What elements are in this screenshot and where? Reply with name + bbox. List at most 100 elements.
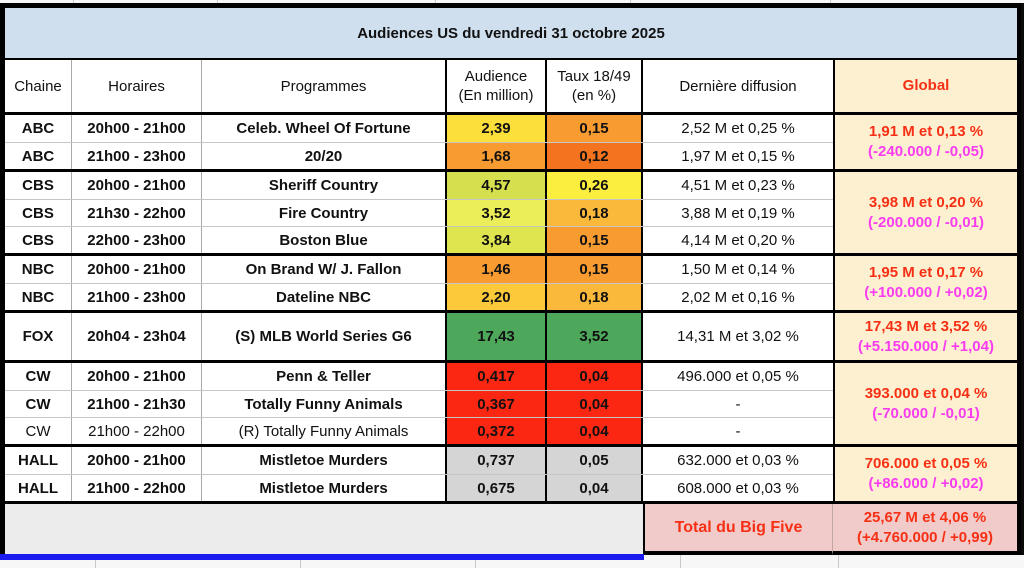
cell-programme: Fire Country: [202, 200, 447, 226]
gridline-tick: [217, 0, 218, 3]
global-line2: (+5.150.000 / +1,04): [858, 337, 994, 355]
channel-group-rows: NBC 20h00 - 21h00 On Brand W/ J. Fallon 1,4…: [5, 256, 833, 310]
cell-horaires: 22h00 - 23h00: [72, 227, 202, 253]
col-header-taux-line1: Taux 18/49: [557, 68, 631, 85]
table-row: CBS 21h30 - 22h00 Fire Country 3,52 0,18 3,88…: [5, 199, 833, 226]
title-bar: Audiences US du vendredi 31 octobre 2025: [5, 8, 1017, 60]
col-header-taux-line2: (en %): [571, 87, 617, 104]
cell-chaine: NBC: [5, 256, 72, 283]
table-title: Audiences US du vendredi 31 octobre 2025: [357, 24, 665, 42]
global-line2: (-70.000 / -0,01): [872, 404, 980, 422]
cell-horaires: 21h00 - 23h00: [72, 284, 202, 310]
global-cell: 393.000 et 0,04 % (-70.000 / -0,01): [833, 363, 1017, 444]
cell-programme: Celeb. Wheel Of Fortune: [202, 115, 447, 142]
cell-taux: 0,04: [547, 475, 643, 501]
col-header-audience: Audience (En million): [447, 60, 547, 112]
total-empty-cell: [5, 504, 643, 555]
table-row: CBS 22h00 - 23h00 Boston Blue 3,84 0,15 4,14 …: [5, 226, 833, 253]
global-line1: 706.000 et 0,05 %: [864, 455, 988, 472]
cell-chaine: NBC: [5, 284, 72, 310]
cell-diffusion: 1,97 M et 0,15 %: [681, 147, 795, 165]
cell-chaine: ABC: [5, 143, 72, 169]
global-line1: 1,91 M et 0,13 %: [868, 123, 984, 140]
cell-taux: 0,05: [547, 447, 643, 474]
gridline-tick: [300, 555, 301, 568]
table-row: NBC 20h00 - 21h00 On Brand W/ J. Fallon 1,4…: [5, 256, 833, 283]
cell-diffusion: 1,50 M et 0,14 %: [681, 261, 795, 278]
col-header-audience-line1: Audience: [464, 68, 528, 85]
global-line2: (+86.000 / +0,02): [868, 475, 984, 492]
total-value-cell: 25,67 M et 4,06 % (+4.760.000 / +0,99): [833, 504, 1017, 555]
table-row: HALL 20h00 - 21h00 Mistletoe Murders 0,737 0…: [5, 447, 833, 474]
cell-programme: Dateline NBC: [202, 284, 447, 310]
global-line1: 17,43 M et 3,52 %: [864, 317, 988, 335]
cell-horaires: 21h00 - 21h30: [72, 391, 202, 417]
cell-horaires: 21h00 - 22h00: [72, 418, 202, 444]
channel-group: FOX 20h04 - 23h04 (S) MLB World Series G6 1…: [5, 310, 1017, 360]
cell-diffusion: 4,14 M et 0,20 %: [681, 231, 795, 249]
cell-taux: 0,18: [547, 200, 643, 226]
gridline-tick: [435, 0, 436, 3]
channel-group: CBS 20h00 - 21h00 Sheriff Country 4,57 0,26 4…: [5, 169, 1017, 253]
channel-group: HALL 20h00 - 21h00 Mistletoe Murders 0,737 0…: [5, 444, 1017, 501]
cell-programme: Totally Funny Animals: [202, 391, 447, 417]
cell-audience: 2,39: [447, 115, 547, 142]
channel-group-rows: ABC 20h00 - 21h00 Celeb. Wheel Of Fortune 2…: [5, 115, 833, 169]
table-row: FOX 20h04 - 23h04 (S) MLB World Series G6 1…: [5, 313, 833, 360]
channel-group-rows: FOX 20h04 - 23h04 (S) MLB World Series G6 1…: [5, 313, 833, 360]
gridline-tick: [630, 0, 631, 3]
header-row: Chaine Horaires Programmes Audience (En …: [5, 60, 1017, 115]
table-row: CBS 20h00 - 21h00 Sheriff Country 4,57 0,26 4…: [5, 172, 833, 199]
table-row: NBC 21h00 - 23h00 Dateline NBC 2,20 0,18 2,02…: [5, 283, 833, 310]
cell-programme: Penn & Teller: [202, 363, 447, 390]
global-cell: 17,43 M et 3,52 % (+5.150.000 / +1,04): [833, 313, 1017, 360]
cell-diffusion: 4,51 M et 0,23 %: [681, 177, 795, 194]
cell-diffusion: 632.000 et 0,03 %: [677, 452, 799, 469]
col-header-diffusion: Dernière diffusion: [679, 77, 797, 95]
gridline-tick: [95, 555, 96, 568]
global-cell: 1,95 M et 0,17 % (+100.000 / +0,02): [833, 256, 1017, 310]
cell-audience: 1,68: [447, 143, 547, 169]
cell-programme: (S) MLB World Series G6: [202, 313, 447, 360]
cell-chaine: FOX: [5, 313, 72, 360]
cell-horaires: 20h04 - 23h04: [72, 313, 202, 360]
col-header-taux: Taux 18/49 (en %): [547, 60, 643, 112]
channel-group-rows: CBS 20h00 - 21h00 Sheriff Country 4,57 0,26 4…: [5, 172, 833, 253]
table-body: ABC 20h00 - 21h00 Celeb. Wheel Of Fortune 2…: [5, 115, 1017, 501]
gridline-tick: [838, 555, 839, 568]
col-header-chaine: Chaine: [5, 60, 72, 112]
cell-taux: 0,26: [547, 172, 643, 199]
global-line1: 3,98 M et 0,20 %: [868, 193, 984, 211]
cell-audience: 0,675: [447, 475, 547, 501]
cell-horaires: 20h00 - 21h00: [72, 172, 202, 199]
cell-diffusion: 608.000 et 0,03 %: [677, 479, 799, 497]
cell-horaires: 21h30 - 22h00: [72, 200, 202, 226]
gridline-tick: [680, 555, 681, 568]
cell-diffusion: 2,52 M et 0,25 %: [681, 120, 795, 137]
channel-group: ABC 20h00 - 21h00 Celeb. Wheel Of Fortune 2…: [5, 115, 1017, 169]
global-line1: 1,95 M et 0,17 %: [868, 264, 984, 281]
global-cell: 1,91 M et 0,13 % (-240.000 / -0,05): [833, 115, 1017, 169]
cell-taux: 0,15: [547, 256, 643, 283]
cell-programme: Sheriff Country: [202, 172, 447, 199]
global-cell: 706.000 et 0,05 % (+86.000 / +0,02): [833, 447, 1017, 501]
global-cell: 3,98 M et 0,20 % (-200.000 / -0,01): [833, 172, 1017, 253]
cell-taux: 0,04: [547, 418, 643, 444]
cell-diffusion: 14,31 M et 3,02 %: [677, 328, 799, 345]
cell-audience: 2,20: [447, 284, 547, 310]
cell-taux: 3,52: [547, 313, 643, 360]
table-row: CW 21h00 - 22h00 (R) Totally Funny Animals…: [5, 417, 833, 444]
cell-diffusion: -: [735, 422, 741, 440]
channel-group-rows: CW 20h00 - 21h00 Penn & Teller 0,417 0,04 496…: [5, 363, 833, 444]
table-row: ABC 21h00 - 23h00 20/20 1,68 0,12 1,97 M et 0…: [5, 142, 833, 169]
global-line2: (-200.000 / -0,01): [868, 213, 984, 231]
total-value-line2: (+4.760.000 / +0,99): [857, 528, 993, 546]
cell-chaine: CW: [5, 418, 72, 444]
cell-chaine: CBS: [5, 200, 72, 226]
cell-chaine: CW: [5, 363, 72, 390]
spreadsheet-edge-top: [0, 0, 1024, 3]
cell-horaires: 20h00 - 21h00: [72, 447, 202, 474]
cell-programme: (R) Totally Funny Animals: [202, 418, 447, 444]
cell-taux: 0,18: [547, 284, 643, 310]
cell-programme: Mistletoe Murders: [202, 475, 447, 501]
